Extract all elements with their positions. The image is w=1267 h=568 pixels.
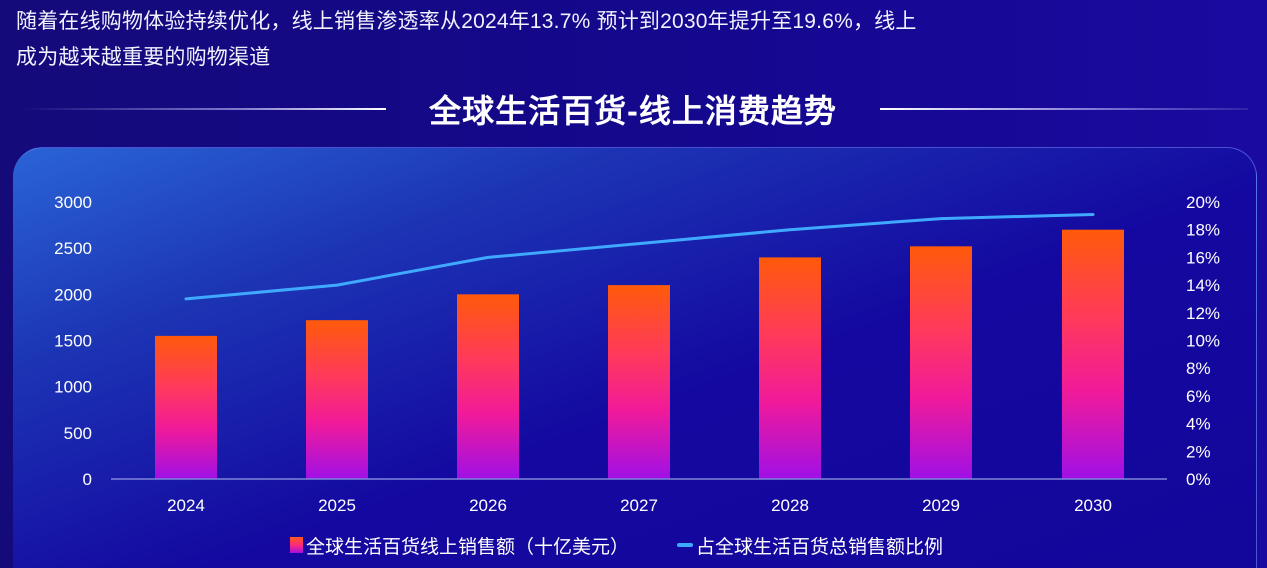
left-tick-label: 500 — [64, 424, 92, 443]
line-swatch-icon — [677, 543, 694, 547]
right-y-axis: 0% 2% 4% 6% 8% 10% 12% 14% 16% 18% 20% — [1186, 193, 1220, 489]
intro-line-1: 随着在线购物体验持续优化，线上销售渗透率从2024年13.7% 预计到2030年… — [16, 10, 917, 33]
bar-2029[interactable] — [910, 246, 972, 479]
right-tick-label: 0% — [1186, 470, 1211, 489]
chart-title: 全球生活百货-线上消费趋势 — [429, 93, 837, 129]
chart-title-row: 全球生活百货-线上消费趋势 — [0, 82, 1267, 134]
left-tick-label: 2500 — [54, 239, 92, 258]
legend-item-line[interactable]: 占全球生活百货总销售额比例 — [677, 532, 943, 559]
bar-2027[interactable] — [608, 285, 670, 479]
right-tick-label: 20% — [1186, 193, 1220, 212]
bar-2028[interactable] — [759, 257, 821, 479]
intro-line-2: 成为越来越重要的购物渠道 — [16, 46, 271, 69]
bar-2025[interactable] — [306, 320, 368, 479]
right-tick-label: 2% — [1186, 442, 1211, 461]
share-line[interactable] — [184, 213, 1095, 301]
bar-2026[interactable] — [457, 294, 519, 479]
bar-series — [155, 229, 1124, 479]
x-tick-label: 2030 — [1074, 496, 1112, 515]
bar-swatch-icon — [290, 537, 303, 553]
chart-legend: 全球生活百货线上销售额（十亿美元） 占全球生活百货总销售额比例 — [290, 532, 943, 558]
right-tick-label: 18% — [1186, 221, 1220, 240]
x-tick-label: 2024 — [167, 496, 205, 515]
title-divider-right — [880, 108, 1248, 110]
x-tick-label: 2029 — [922, 496, 960, 515]
left-y-axis: 0 500 1000 1500 2000 2500 3000 — [54, 193, 92, 489]
left-tick-label: 1500 — [54, 332, 92, 351]
x-tick-label: 2026 — [469, 496, 507, 515]
bar-2030[interactable] — [1062, 229, 1124, 479]
line-series — [184, 213, 1095, 301]
right-tick-label: 8% — [1186, 359, 1211, 378]
bar-2024[interactable] — [155, 335, 217, 479]
left-tick-label: 0 — [83, 470, 92, 489]
left-tick-label: 3000 — [54, 193, 92, 212]
x-tick-label: 2025 — [318, 496, 356, 515]
right-tick-label: 14% — [1186, 276, 1220, 295]
x-axis-labels: 2024 2025 2026 2027 2028 2029 2030 — [167, 496, 1112, 515]
left-tick-label: 1000 — [54, 378, 92, 397]
right-tick-label: 16% — [1186, 248, 1220, 267]
title-divider-left — [20, 108, 386, 110]
legend-bar-label: 全球生活百货线上销售额（十亿美元） — [306, 536, 630, 558]
left-tick-label: 2000 — [54, 285, 92, 304]
right-tick-label: 4% — [1186, 415, 1211, 434]
right-tick-label: 12% — [1186, 304, 1220, 323]
legend-line-label: 占全球生活百货总销售额比例 — [696, 536, 944, 558]
legend-item-bar[interactable]: 全球生活百货线上销售额（十亿美元） — [290, 532, 629, 559]
intro-paragraph: 随着在线购物体验持续优化，线上销售渗透率从2024年13.7% 预计到2030年… — [16, 4, 1016, 76]
right-tick-label: 6% — [1186, 387, 1211, 406]
x-tick-label: 2028 — [771, 496, 809, 515]
right-tick-label: 10% — [1186, 332, 1220, 351]
x-tick-label: 2027 — [620, 496, 658, 515]
